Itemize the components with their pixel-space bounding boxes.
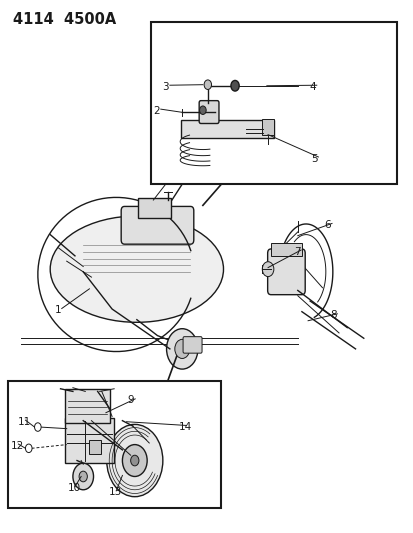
Text: 4: 4 bbox=[309, 82, 315, 92]
Text: 11: 11 bbox=[18, 417, 31, 427]
Circle shape bbox=[204, 80, 211, 90]
Circle shape bbox=[107, 424, 162, 497]
Text: 1: 1 bbox=[54, 305, 61, 315]
Circle shape bbox=[230, 80, 239, 91]
FancyBboxPatch shape bbox=[271, 243, 301, 256]
Text: 6: 6 bbox=[324, 220, 330, 230]
Bar bbox=[8, 381, 220, 508]
FancyBboxPatch shape bbox=[65, 389, 109, 423]
Ellipse shape bbox=[50, 216, 223, 322]
FancyBboxPatch shape bbox=[138, 198, 171, 217]
Text: 7: 7 bbox=[293, 247, 299, 256]
FancyBboxPatch shape bbox=[88, 440, 100, 454]
Circle shape bbox=[73, 463, 93, 490]
Text: 12: 12 bbox=[11, 441, 24, 451]
Text: 3: 3 bbox=[162, 82, 169, 92]
Circle shape bbox=[79, 471, 87, 482]
FancyBboxPatch shape bbox=[183, 337, 202, 353]
Text: 14: 14 bbox=[178, 422, 192, 432]
Text: 10: 10 bbox=[67, 483, 81, 493]
Text: 8: 8 bbox=[329, 310, 336, 320]
FancyBboxPatch shape bbox=[261, 119, 273, 135]
Circle shape bbox=[199, 106, 206, 115]
FancyBboxPatch shape bbox=[180, 120, 273, 138]
Bar bbox=[151, 22, 396, 184]
Circle shape bbox=[131, 455, 139, 466]
Text: 2: 2 bbox=[153, 106, 159, 116]
FancyBboxPatch shape bbox=[199, 101, 218, 124]
FancyBboxPatch shape bbox=[267, 249, 304, 295]
FancyBboxPatch shape bbox=[64, 418, 114, 463]
Circle shape bbox=[25, 444, 32, 453]
Text: 9: 9 bbox=[128, 395, 134, 406]
Circle shape bbox=[34, 423, 41, 431]
Circle shape bbox=[166, 329, 197, 369]
Text: 5: 5 bbox=[310, 154, 317, 164]
Circle shape bbox=[262, 262, 273, 277]
Text: 4114  4500A: 4114 4500A bbox=[13, 12, 116, 27]
Circle shape bbox=[122, 445, 147, 477]
FancyBboxPatch shape bbox=[121, 206, 193, 244]
Text: 13: 13 bbox=[109, 488, 122, 497]
Circle shape bbox=[174, 340, 189, 359]
